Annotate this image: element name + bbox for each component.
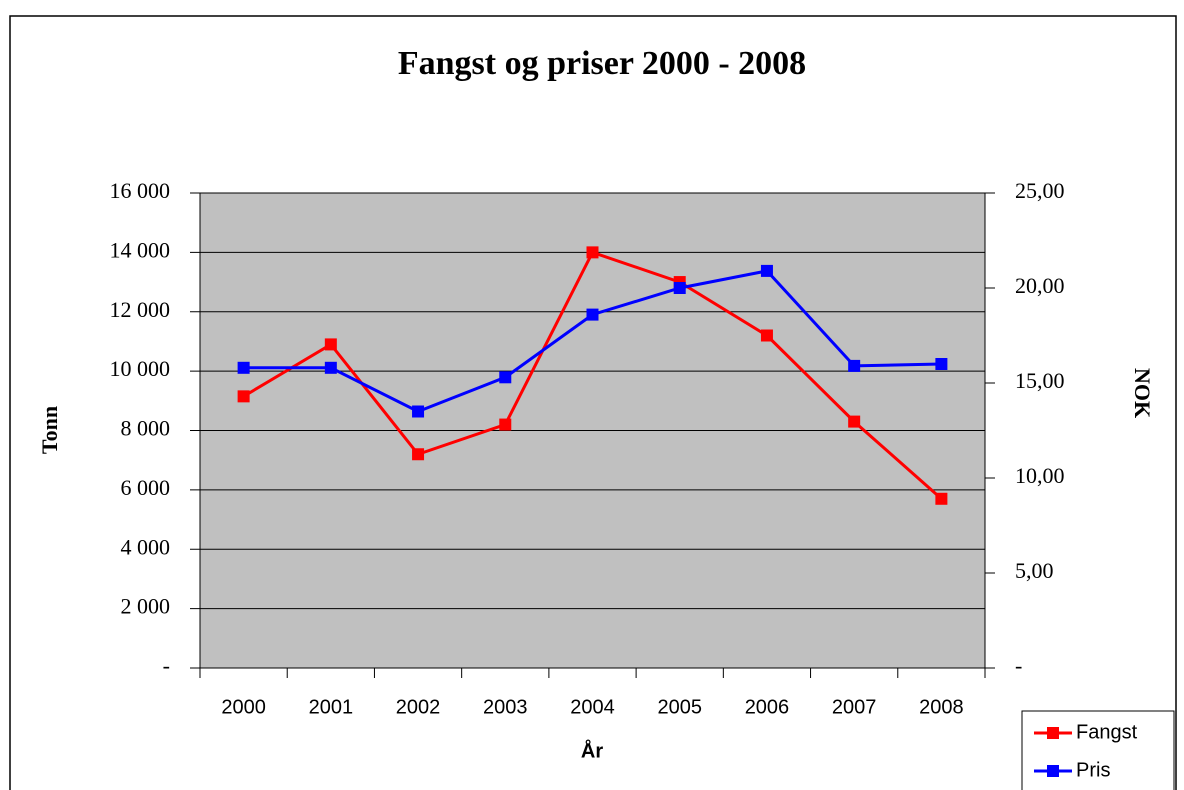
legend-label: Fangst	[1076, 721, 1138, 743]
y-tick-label: 16 000	[110, 178, 171, 203]
x-axis-title: År	[581, 738, 603, 762]
y-tick-label: -	[163, 653, 170, 678]
point-marker	[848, 359, 861, 372]
y-tick-label: 8 000	[121, 416, 171, 441]
point-marker	[586, 308, 599, 321]
point-marker	[760, 264, 773, 277]
y2-tick-label: 20,00	[1015, 273, 1065, 298]
y2-axis-title: NOK	[1130, 368, 1155, 418]
y2-tick-label: 15,00	[1015, 368, 1065, 393]
point-marker	[673, 282, 686, 294]
y-tick-label: 2 000	[121, 594, 171, 619]
y-tick-label: 14 000	[110, 237, 171, 262]
y2-tick-label: 10,00	[1015, 463, 1065, 488]
y2-tick-label: 25,00	[1015, 178, 1065, 203]
y2-tick-label: -	[1015, 653, 1022, 678]
x-tick-label: 2003	[483, 696, 528, 718]
point-marker	[935, 358, 948, 370]
legend: Fangst Pris	[1021, 710, 1175, 790]
legend-marker	[1047, 727, 1059, 739]
point-marker	[324, 338, 337, 351]
y-tick-label: 6 000	[121, 475, 171, 500]
legend-label: Pris	[1076, 759, 1110, 781]
point-marker	[324, 361, 337, 374]
legend-marker	[1047, 765, 1059, 777]
point-marker	[237, 390, 250, 403]
y-axis-title: Tonn	[37, 406, 62, 454]
x-tick-label: 2000	[221, 696, 266, 718]
point-marker	[499, 418, 512, 431]
y2-tick-label: 5,00	[1015, 558, 1054, 583]
point-marker	[848, 415, 861, 428]
point-marker	[760, 329, 773, 342]
x-tick-label: 2006	[745, 696, 790, 718]
x-tick-label: 2005	[657, 696, 702, 718]
x-tick-label: 2002	[396, 696, 441, 718]
point-marker	[412, 405, 425, 418]
point-marker	[586, 246, 599, 259]
x-tick-label: 2001	[309, 696, 354, 718]
y-tick-label: 12 000	[110, 297, 171, 322]
point-marker	[499, 371, 512, 384]
point-marker	[935, 492, 948, 505]
chart-title: Fangst og priser 2000 - 2008	[398, 45, 806, 82]
x-tick-label: 2008	[919, 696, 964, 718]
y-tick-label: 4 000	[121, 534, 171, 559]
point-marker	[237, 361, 250, 374]
point-marker	[412, 448, 425, 461]
x-tick-label: 2004	[570, 696, 615, 718]
x-tick-label: 2007	[832, 696, 877, 718]
y-tick-label: 10 000	[110, 356, 171, 381]
